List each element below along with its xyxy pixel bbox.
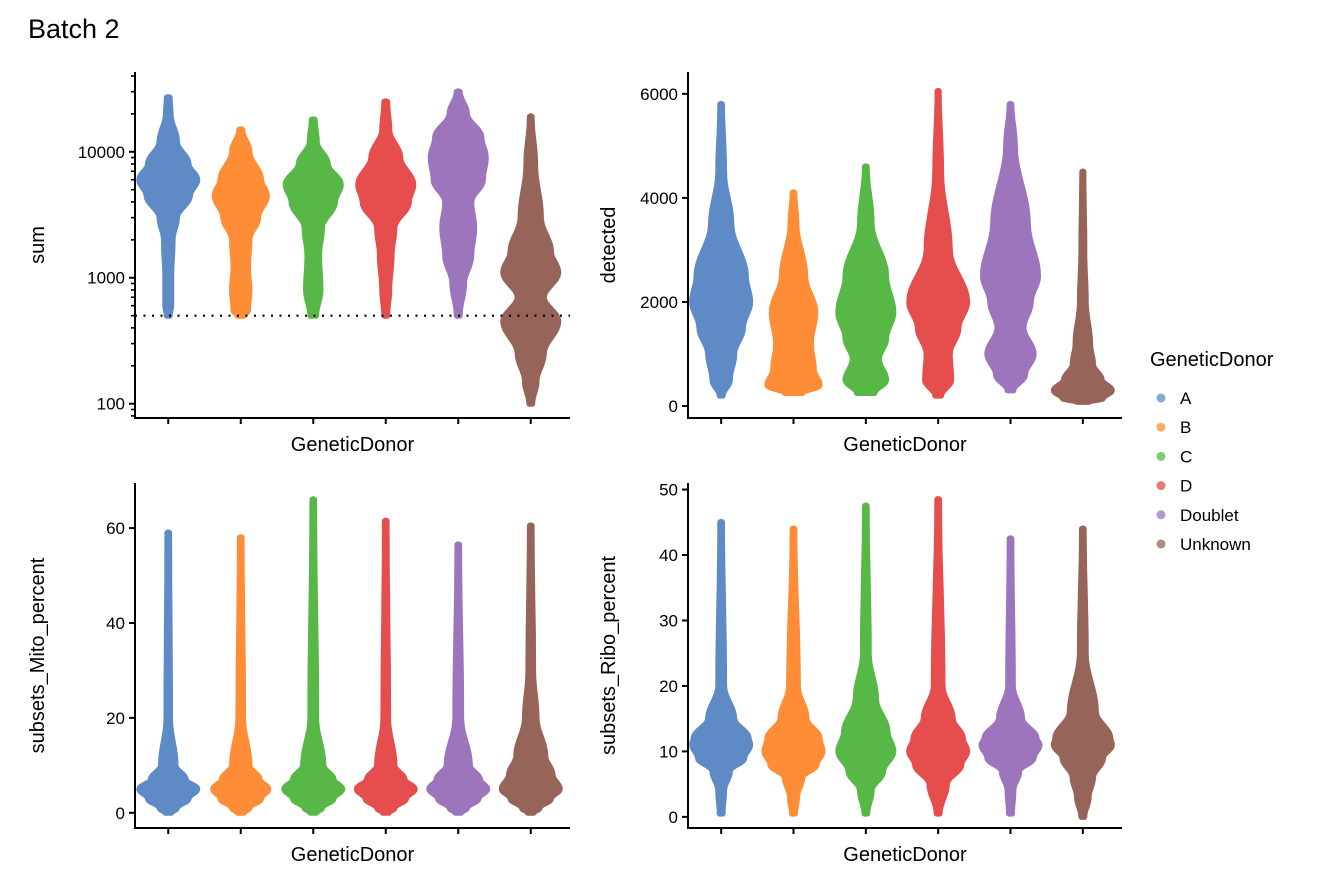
legend-swatch-icon [1156,510,1166,520]
legend-label: Doublet [1180,506,1239,525]
violin-Doublet [427,88,489,319]
legend-swatch-icon [1156,481,1166,491]
y-tick-label: 60 [106,519,125,538]
legend-label: A [1180,389,1192,408]
x-axis-title: GeneticDonor [291,844,415,866]
x-axis-title: GeneticDonor [843,434,967,456]
violin-D [906,496,971,817]
legend-label: D [1180,477,1192,496]
violin-Unknown [1050,168,1115,405]
outlier-point-D [934,495,942,503]
violin-A [689,519,754,817]
violin-C [281,496,346,816]
panel-detected: 0 2000 4000 6000 GeneticDonor detected [598,72,1122,456]
y-tick-label: 20 [106,709,125,728]
legend-item-Doublet: Doublet [1156,506,1239,525]
y-tick-label: 4000 [640,189,678,208]
figure-title: Batch 2 [28,14,120,44]
y-axis-title: detected [598,207,620,284]
y-tick-label: 1000 [87,269,125,288]
y-tick-label: 30 [659,611,678,630]
legend-title: GeneticDonor [1150,349,1274,371]
outlier-point-B [237,534,245,542]
violin-A [136,94,201,319]
outlier-point-A [164,93,172,101]
violin-Doublet [980,101,1041,394]
y-tick-label: 100 [97,395,125,414]
y-tick-label: 6000 [640,85,678,104]
y-tick-label: 50 [659,481,678,500]
outlier-point-C [309,116,317,124]
panel-sum: 100 1000 10000 GeneticDonor sum [27,72,570,456]
outlier-point-B [237,126,245,134]
outlier-point-D [382,98,390,106]
legend-item-D: D [1156,477,1192,496]
legend-item-A: A [1156,389,1192,408]
y-tick-label: 10 [659,742,678,761]
y-tick-label: 0 [669,397,678,416]
legend-swatch-icon [1156,451,1166,461]
outlier-point-A [164,529,172,537]
outlier-point-D [382,517,390,525]
y-axis-title: sum [27,226,49,264]
outlier-point-C [862,163,870,171]
y-tick-label: 2000 [640,293,678,312]
outlier-point-Doublet [1007,100,1014,108]
y-tick-label: 10000 [78,143,125,162]
x-axis-title: GeneticDonor [291,434,415,456]
violin-D [353,518,418,816]
y-tick-label: 20 [659,677,678,696]
violin-D [355,98,417,319]
violin-A [689,101,754,399]
outlier-point-C [862,502,870,510]
panel-subsets_Ribo_percent: 0 10 20 30 40 50 GeneticDonor subsets_Ribo_perc… [598,481,1122,866]
violin-Unknown [1050,525,1115,820]
violin-A [136,529,201,816]
outlier-point-A [717,518,725,526]
outlier-point-C [309,496,317,504]
outlier-point-Unknown [527,522,535,530]
violin-C [282,116,344,319]
outlier-point-Doublet [454,88,462,96]
violin-C [835,502,897,817]
legend-label: C [1180,447,1192,466]
legend-label: B [1180,418,1191,437]
outlier-point-Unknown [1079,168,1087,176]
panel-subsets_Mito_percent: 0 20 40 60 GeneticDonor subsets_Mito_percent [27,483,570,866]
legend-label: Unknown [1180,535,1251,554]
outlier-point-D [934,87,942,95]
violin-Doublet [426,541,491,816]
violin-C [835,163,897,396]
legend-swatch-icon [1156,393,1166,403]
violin-B [210,534,272,816]
x-axis-title: GeneticDonor [843,844,967,866]
legend-swatch-icon [1156,539,1166,549]
violin-Unknown [498,522,563,816]
outlier-point-Unknown [527,113,535,121]
y-tick-label: 40 [659,546,678,565]
violin-B [764,189,823,396]
violin-D [906,88,971,399]
y-tick-label: 0 [116,804,125,823]
violin-Doublet [978,535,1043,817]
outlier-point-B [790,525,797,533]
y-axis-title: subsets_Mito_percent [27,557,49,753]
outlier-point-Doublet [1007,535,1014,543]
legend-swatch-icon [1156,422,1166,432]
outlier-point-A [717,100,725,108]
legend-item-C: C [1156,447,1192,466]
outlier-point-Unknown [1079,525,1087,533]
violin-B [211,126,270,319]
outlier-point-B [790,189,797,197]
legend-item-Unknown: Unknown [1156,535,1251,554]
violin-B [761,525,826,817]
y-axis-title: subsets_Ribo_percent [598,556,620,755]
violin-Unknown [500,113,562,407]
y-tick-label: 0 [669,808,678,827]
legend-item-B: B [1156,418,1191,437]
outlier-point-Doublet [454,541,462,549]
y-tick-label: 40 [106,614,125,633]
